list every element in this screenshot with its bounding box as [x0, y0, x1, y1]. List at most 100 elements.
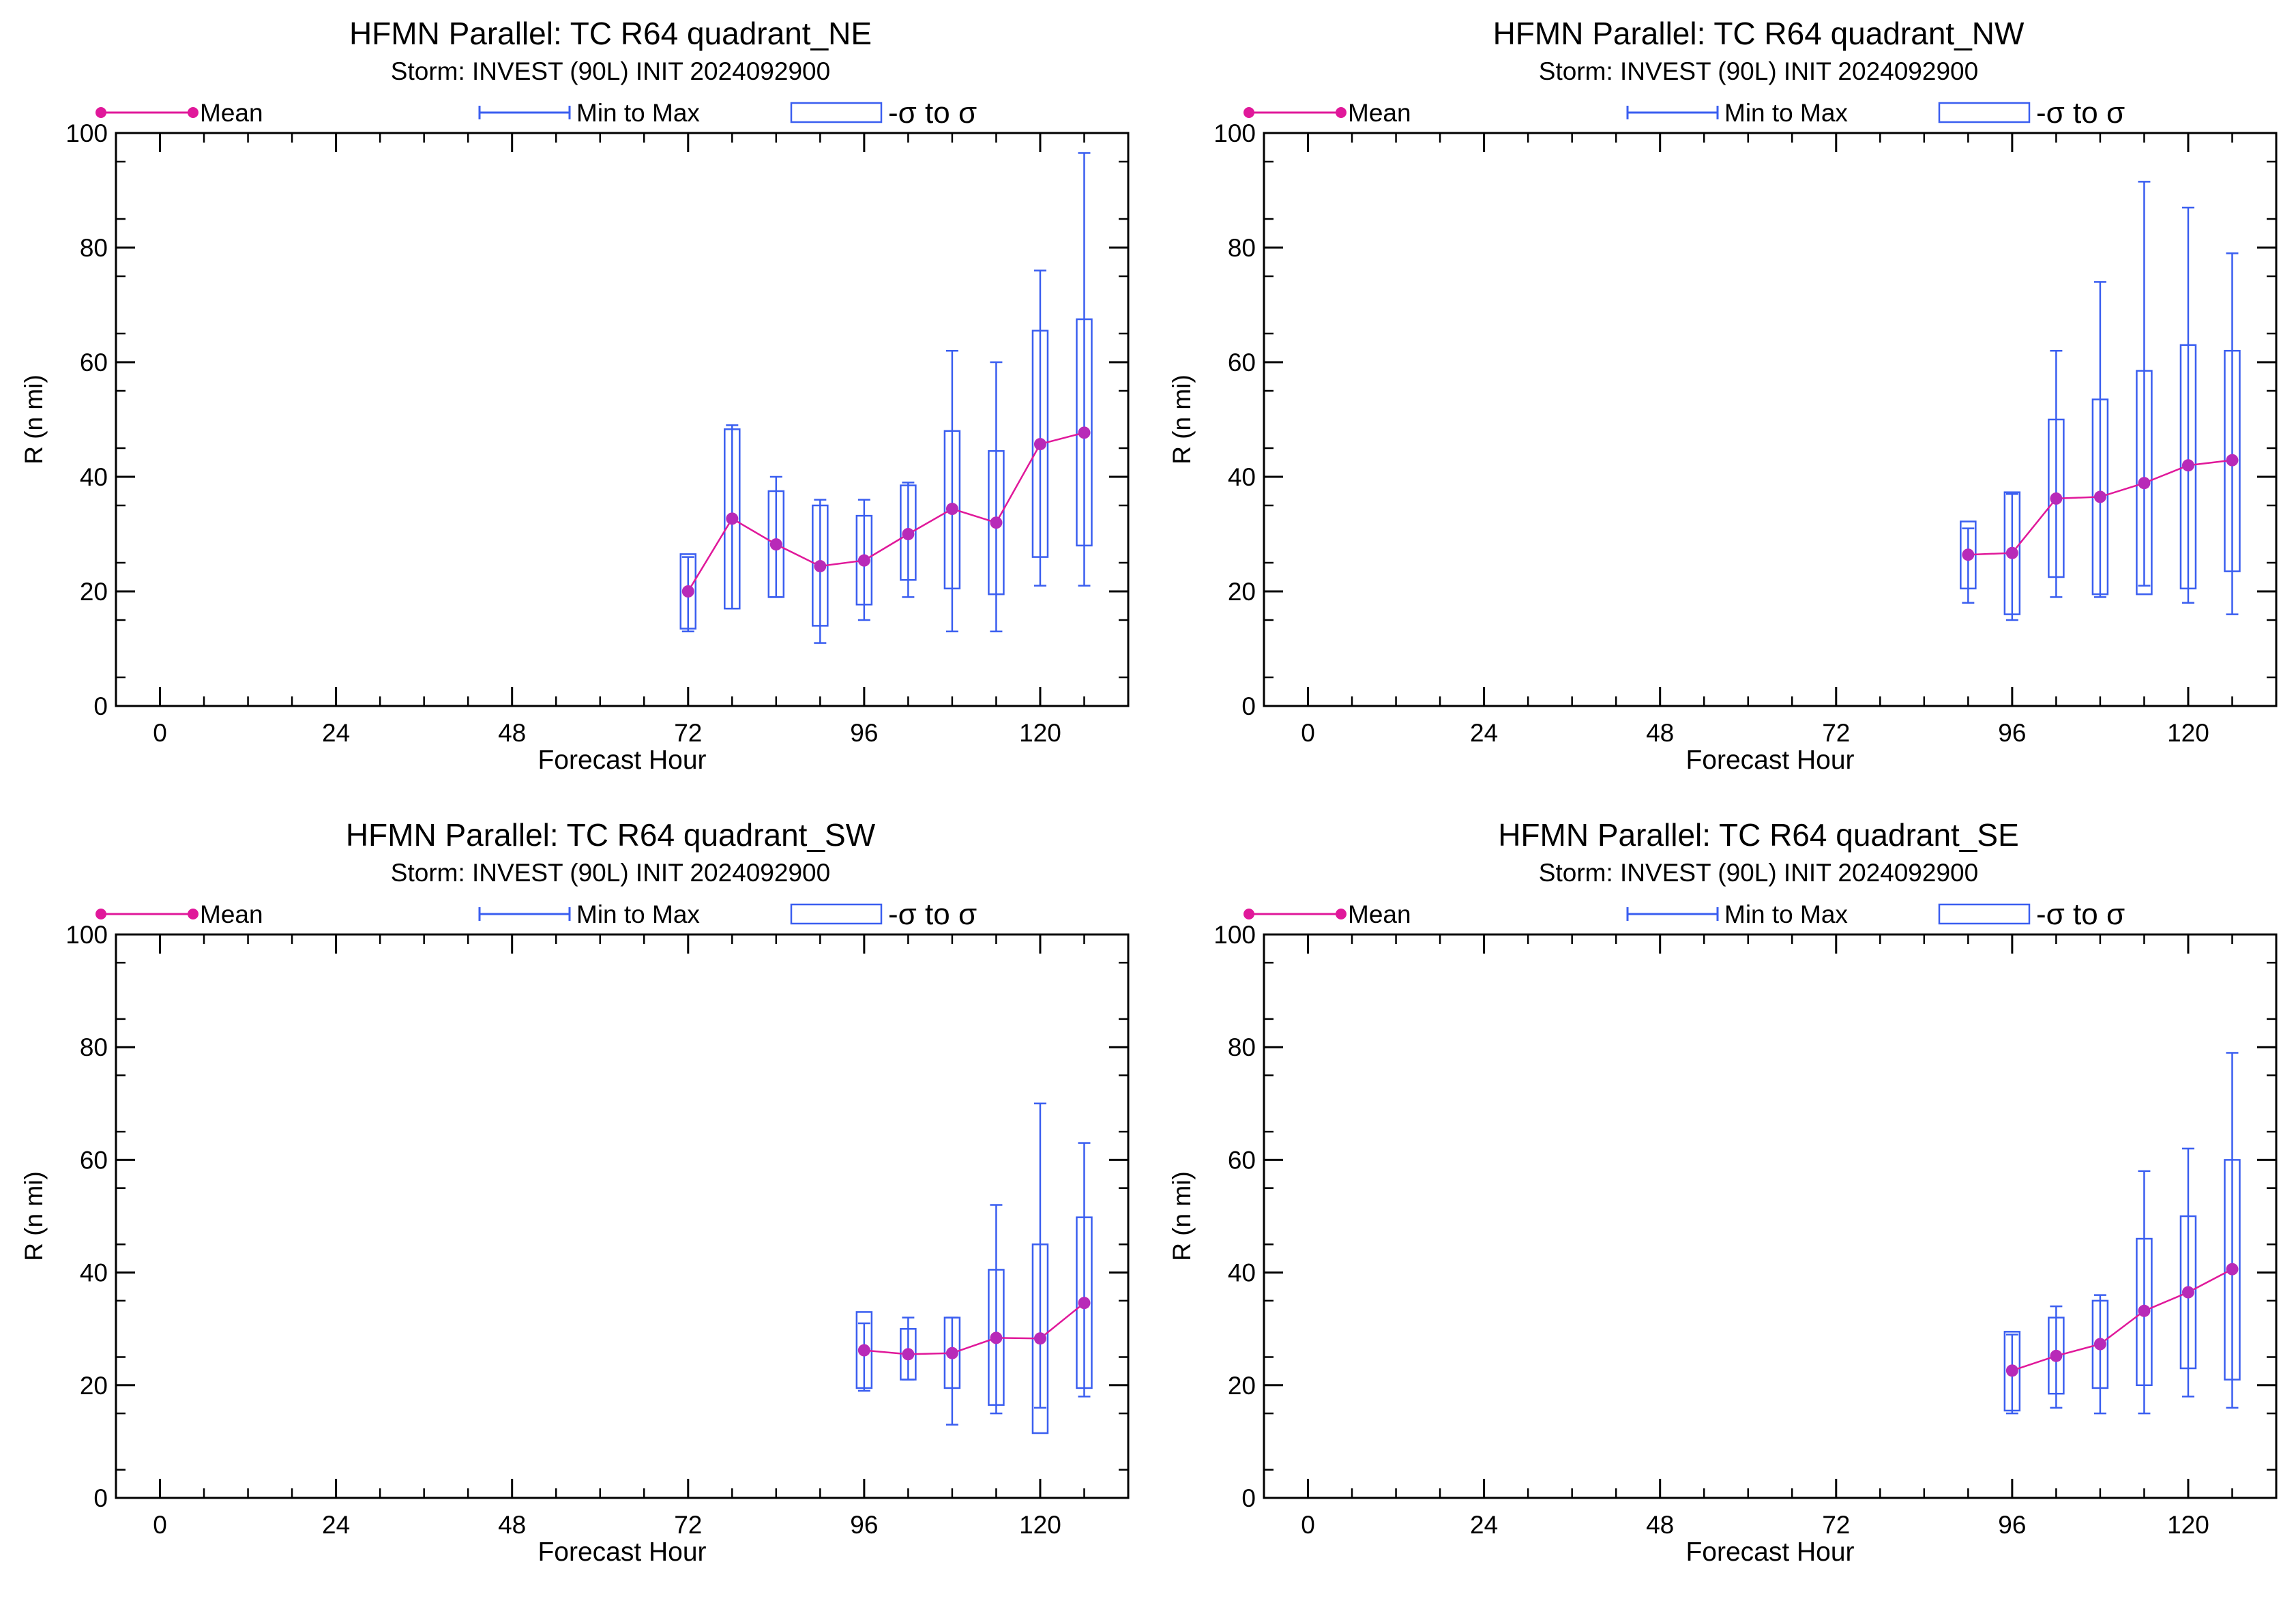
legend-mean-marker	[95, 909, 106, 919]
y-tick-label: 20	[1228, 1372, 1256, 1400]
y-tick-label: 60	[1228, 349, 1256, 377]
legend-sigma-label: -σ to σ	[888, 96, 977, 130]
legend-sigma-label: -σ to σ	[888, 898, 977, 931]
y-tick-label: 0	[93, 692, 108, 720]
legend: Mean Min to Max -σ to σ	[95, 96, 977, 130]
x-tick-label: 96	[1998, 719, 2026, 747]
chart-title: HFMN Parallel: TC R64 quadrant_SW	[346, 817, 876, 853]
sigma-box	[2224, 1159, 2241, 1381]
y-tick-label: 0	[93, 1484, 108, 1512]
x-tick-label: 0	[1301, 719, 1315, 747]
x-tick-label: 96	[850, 1511, 878, 1539]
mean-point	[2138, 1304, 2151, 1317]
legend-sigma-box	[790, 903, 883, 925]
sigma-box	[2136, 370, 2153, 595]
legend: Mean Min to Max -σ to σ	[1243, 898, 2125, 931]
y-tick-label: 100	[1213, 921, 1256, 949]
mean-point	[726, 512, 739, 525]
sigma-box	[767, 490, 785, 598]
y-tick-label: 60	[1228, 1146, 1256, 1174]
y-tick-label: 100	[1213, 119, 1256, 147]
sigma-box	[855, 514, 873, 606]
y-tick-label: 40	[80, 1259, 108, 1287]
sigma-box	[900, 484, 917, 581]
y-tick-label: 40	[1228, 463, 1256, 491]
y-tick-label: 0	[1241, 692, 1256, 720]
chart-subtitle: Storm: INVEST (90L) INIT 2024092900	[391, 57, 830, 85]
x-tick-label: 96	[850, 719, 878, 747]
sigma-box	[1076, 318, 1093, 547]
legend-mean-label: Mean	[200, 99, 263, 127]
legend-sigma-label: -σ to σ	[2036, 898, 2125, 931]
legend: Mean Min to Max -σ to σ	[1243, 96, 2125, 130]
x-tick-label: 72	[1822, 719, 1850, 747]
legend-minmax-label: Min to Max	[576, 900, 700, 928]
y-axis-label: R (n mi)	[1168, 1171, 1196, 1261]
y-axis-label: R (n mi)	[20, 1171, 48, 1261]
x-axis-label: Forecast Hour	[538, 746, 706, 775]
mean-point	[1033, 438, 1046, 451]
x-tick-label: 72	[674, 719, 702, 747]
mean-point	[2138, 477, 2151, 490]
x-tick-label: 120	[2167, 1511, 2209, 1539]
legend-mean-marker	[1336, 107, 1346, 118]
mean-line	[864, 1302, 1085, 1355]
x-tick-label: 48	[498, 1511, 526, 1539]
x-tick-label: 0	[153, 1511, 167, 1539]
chart-panel-2: HFMN Parallel: TC R64 quadrant_SW Storm: …	[20, 817, 1130, 1567]
x-tick-label: 24	[322, 1511, 350, 1539]
mean-point	[2093, 490, 2106, 503]
x-tick-label: 48	[498, 719, 526, 747]
sigma-box	[2179, 344, 2197, 590]
chart-subtitle: Storm: INVEST (90L) INIT 2024092900	[1539, 57, 1978, 85]
legend-minmax-label: Min to Max	[1724, 99, 1848, 127]
legend-sigma-label: -σ to σ	[2036, 96, 2125, 130]
x-tick-label: 120	[1019, 719, 1061, 747]
chart-panel-3: HFMN Parallel: TC R64 quadrant_SE Storm: …	[1168, 817, 2278, 1567]
x-tick-label: 72	[674, 1511, 702, 1539]
mean-point	[990, 1331, 1003, 1344]
sigma-box	[988, 450, 1005, 595]
legend-mean-marker	[95, 107, 106, 118]
plot-frame	[1263, 132, 2278, 707]
plot-frame	[115, 933, 1130, 1499]
mean-point	[2226, 1263, 2239, 1276]
mean-point	[902, 528, 915, 540]
y-tick-label: 100	[65, 921, 108, 949]
y-tick-label: 80	[1228, 1033, 1256, 1061]
mean-point	[990, 516, 1003, 529]
y-tick-label: 80	[80, 1033, 108, 1061]
mean-point	[681, 585, 694, 598]
plot-frame	[115, 132, 1130, 707]
legend-sigma-box	[1938, 102, 2031, 123]
mean-point	[2181, 459, 2194, 472]
x-tick-label: 96	[1998, 1511, 2026, 1539]
legend-mean-label: Mean	[200, 900, 263, 928]
y-tick-label: 80	[1228, 234, 1256, 262]
mean-point	[2181, 1286, 2194, 1299]
y-axis-label: R (n mi)	[20, 374, 48, 465]
x-tick-label: 120	[1019, 1511, 1061, 1539]
legend-mean-marker	[1336, 909, 1346, 919]
sigma-box	[724, 428, 741, 610]
mean-point	[902, 1348, 915, 1361]
mean-point	[945, 503, 958, 516]
mean-point	[769, 538, 782, 551]
sigma-box	[1076, 1216, 1093, 1389]
y-tick-label: 0	[1241, 1484, 1256, 1512]
chart-panel-1: HFMN Parallel: TC R64 quadrant_NW Storm: …	[1168, 16, 2278, 775]
legend-sigma-box	[790, 102, 883, 123]
sigma-box	[855, 1311, 873, 1389]
mean-point	[1078, 1297, 1091, 1310]
legend: Mean Min to Max -σ to σ	[95, 898, 977, 931]
y-tick-label: 60	[80, 1146, 108, 1174]
x-tick-label: 24	[322, 719, 350, 747]
y-axis-label: R (n mi)	[1168, 374, 1196, 465]
mean-point	[857, 554, 870, 567]
y-tick-label: 40	[80, 463, 108, 491]
x-tick-label: 72	[1822, 1511, 1850, 1539]
y-tick-label: 100	[65, 119, 108, 147]
legend-mean-label: Mean	[1348, 99, 1411, 127]
sigma-box	[2048, 1316, 2065, 1395]
chart-title: HFMN Parallel: TC R64 quadrant_SE	[1498, 817, 2019, 853]
